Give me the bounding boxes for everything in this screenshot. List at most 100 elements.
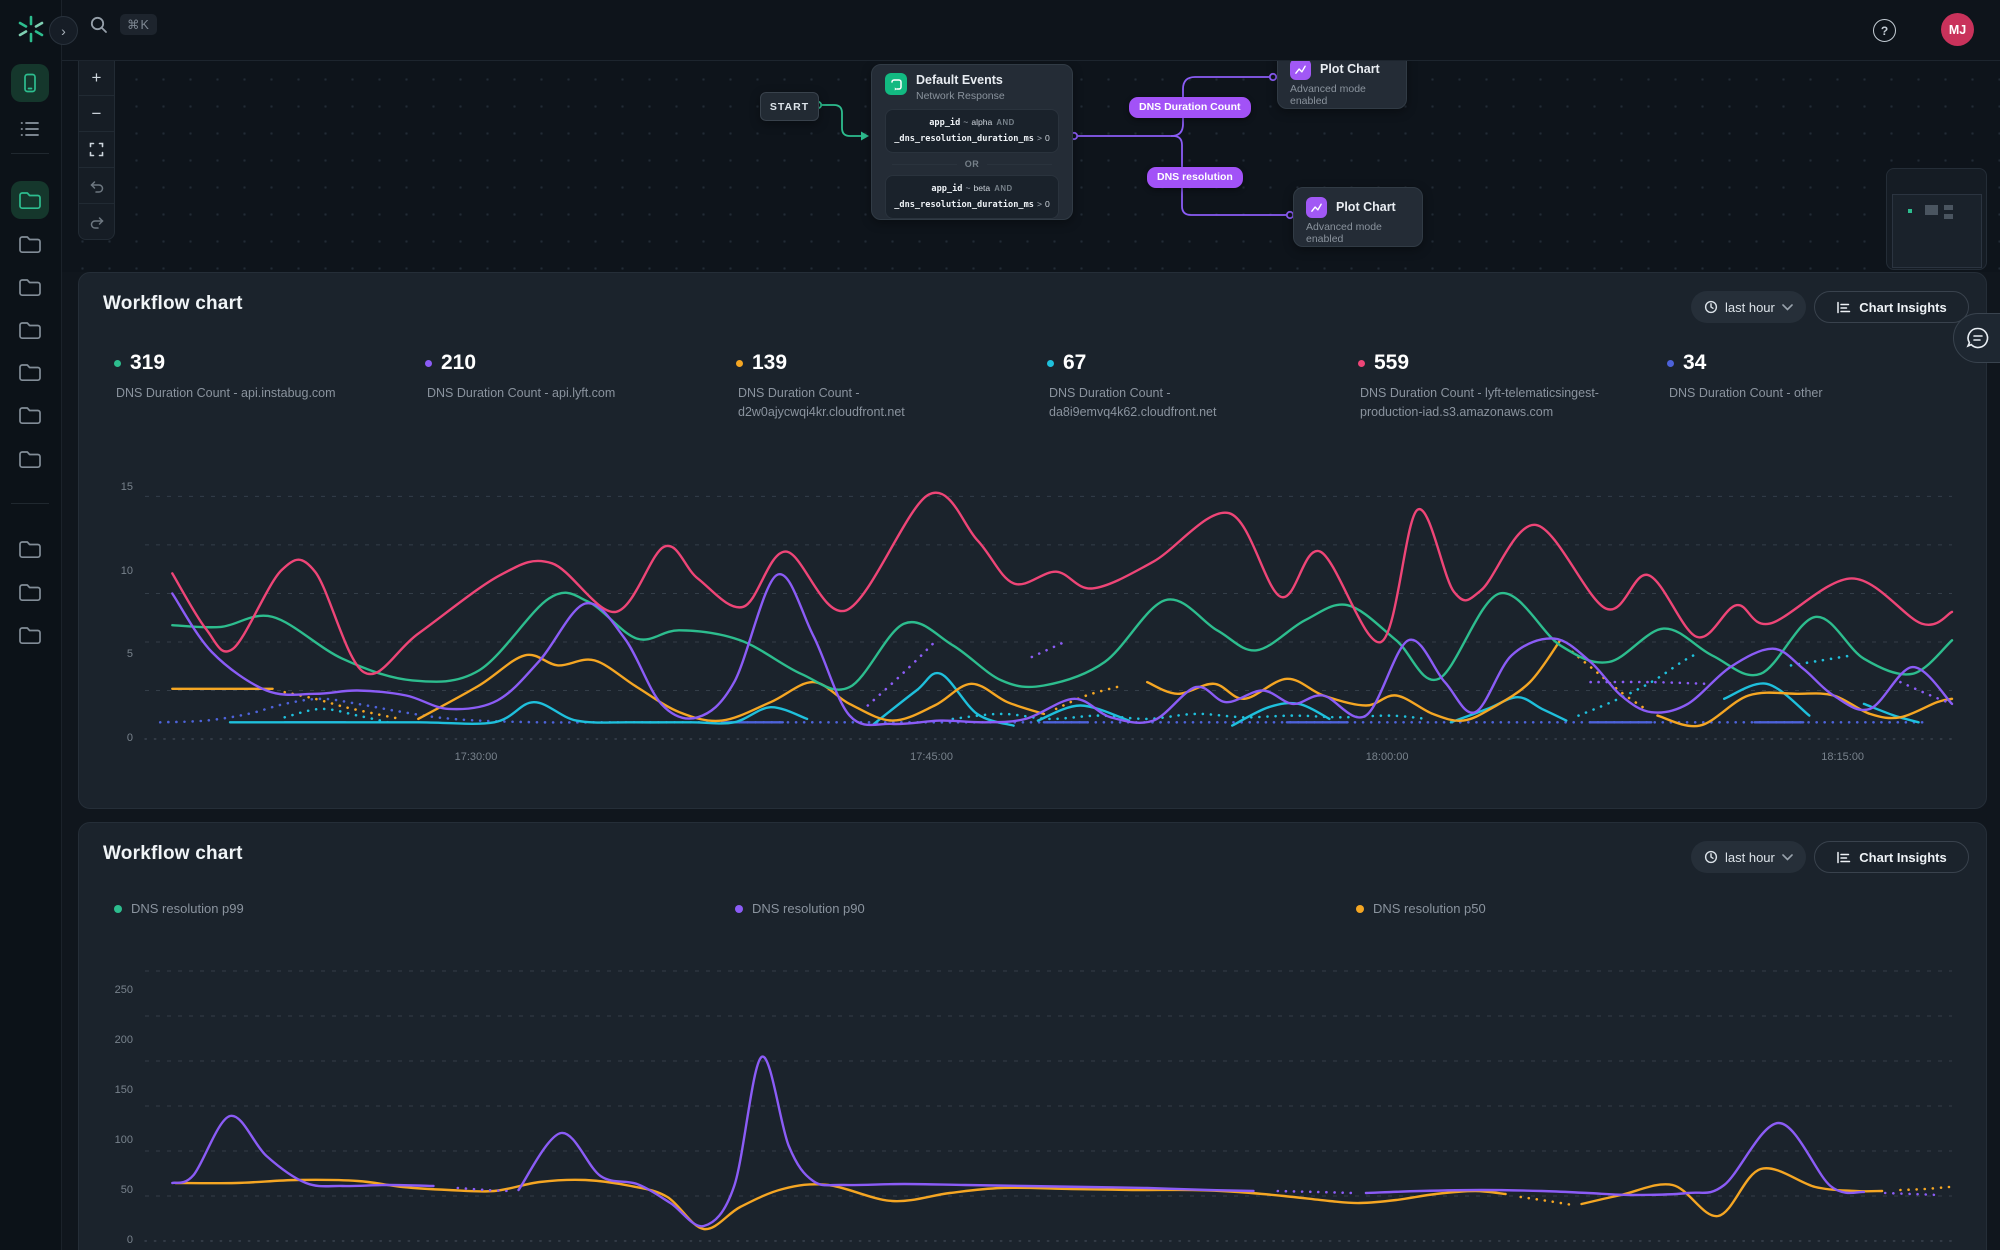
plot-chart-subtitle: Advanced mode enabled bbox=[1306, 221, 1382, 245]
sidebar-item-folder[interactable] bbox=[18, 403, 42, 427]
zoom-in-button[interactable]: + bbox=[79, 60, 114, 96]
chart-insights-label: Chart Insights bbox=[1859, 299, 1947, 315]
time-range-label: last hour bbox=[1725, 299, 1775, 315]
legend-dot bbox=[735, 904, 743, 913]
default-events-node[interactable]: Default Events Network Response app_id ~ a… bbox=[871, 64, 1073, 220]
fit-view-button[interactable] bbox=[79, 132, 114, 168]
stat-4: 559 DNS Duration Count - lyft-telematicsi… bbox=[1358, 351, 1612, 422]
start-node[interactable]: START bbox=[760, 92, 819, 121]
folder-icon bbox=[19, 406, 41, 424]
stat-label: DNS Duration Count - api.instabug.com bbox=[116, 386, 336, 400]
chat-bubble-icon bbox=[1966, 327, 1989, 349]
sidebar-item-folder[interactable] bbox=[18, 623, 42, 647]
search-shortcut-badge: ⌘K bbox=[120, 14, 157, 35]
undo-button[interactable] bbox=[79, 168, 114, 204]
sidebar-expand-button[interactable]: › bbox=[49, 16, 78, 45]
help-button[interactable]: ? bbox=[1873, 19, 1896, 42]
plot-chart-node-1[interactable]: Plot Chart Advanced mode enabled bbox=[1277, 60, 1407, 109]
folder-icon bbox=[19, 450, 41, 468]
chat-fab-button[interactable] bbox=[1953, 313, 2000, 363]
sidebar-item-list[interactable] bbox=[18, 117, 42, 141]
chart-insights-button[interactable]: Chart Insights bbox=[1814, 841, 1969, 873]
plot-chart-title: Plot Chart bbox=[1336, 200, 1396, 214]
time-range-button[interactable]: last hour bbox=[1691, 291, 1806, 323]
legend-item-1: DNS resolution p90 bbox=[735, 901, 865, 916]
sidebar-item-folder[interactable] bbox=[18, 360, 42, 384]
minimap-node bbox=[1944, 214, 1953, 219]
folder-icon bbox=[19, 235, 41, 253]
zoom-out-button[interactable]: − bbox=[79, 96, 114, 132]
stat-dot bbox=[1047, 359, 1054, 367]
sidebar-item-folder[interactable] bbox=[18, 580, 42, 604]
workflow-chart-2: 0 50 100 150 200 250 bbox=[79, 823, 1986, 1250]
legend-item-0: DNS resolution p99 bbox=[114, 901, 244, 916]
sidebar bbox=[0, 0, 62, 1250]
chart-insights-button[interactable]: Chart Insights bbox=[1814, 291, 1969, 323]
workflow-canvas[interactable]: + − START bbox=[61, 60, 2000, 272]
avatar[interactable]: MJ bbox=[1941, 13, 1974, 46]
filter-group-2[interactable]: app_id ~ beta AND _dns_resolution_duration_… bbox=[885, 175, 1059, 219]
events-node-subtitle: Network Response bbox=[916, 90, 1005, 102]
sidebar-item-folder[interactable] bbox=[11, 181, 49, 219]
y-axis-label: 0 bbox=[126, 732, 133, 744]
stat-value: 210 bbox=[441, 351, 477, 374]
chart-insights-icon bbox=[1837, 301, 1851, 313]
chevron-down-icon bbox=[1782, 853, 1793, 861]
redo-button[interactable] bbox=[79, 204, 114, 239]
stat-dot bbox=[736, 359, 743, 367]
y-axis-label: 200 bbox=[114, 1034, 133, 1046]
workflow-chart-1: 0 5 10 15 17:30:00 17:45:00 18:00:00 18:15:00 bbox=[79, 273, 1986, 808]
undo-icon bbox=[89, 180, 103, 193]
canvas-minimap[interactable] bbox=[1886, 168, 1987, 270]
stat-label: DNS Duration Count - other bbox=[1669, 386, 1823, 400]
events-node-icon bbox=[885, 73, 907, 95]
legend-label: DNS resolution p90 bbox=[752, 901, 865, 916]
search-input[interactable]: ⌘K bbox=[89, 14, 157, 35]
y-axis-label: 10 bbox=[120, 564, 133, 577]
stat-3: 67 DNS Duration Count - da8i9emvq4k62.clo… bbox=[1047, 351, 1301, 422]
sidebar-item-folder[interactable] bbox=[18, 318, 42, 342]
stat-dot bbox=[114, 359, 121, 367]
stat-dot bbox=[1358, 359, 1365, 367]
edge-badge-dns-duration-count[interactable]: DNS Duration Count bbox=[1129, 97, 1251, 118]
stat-label: DNS Duration Count - d2w0ajycwqi4kr.clou… bbox=[738, 386, 905, 419]
y-axis-label: 0 bbox=[126, 1234, 133, 1246]
plot-chart-node-2[interactable]: Plot Chart Advanced mode enabled bbox=[1293, 187, 1423, 247]
panel-title: Workflow chart bbox=[103, 293, 243, 314]
x-axis-label: 17:45:00 bbox=[910, 751, 953, 763]
app-logo-icon[interactable] bbox=[16, 14, 46, 44]
folder-icon bbox=[19, 363, 41, 381]
stat-value: 139 bbox=[752, 351, 788, 374]
folder-icon bbox=[19, 321, 41, 339]
events-node-title: Default Events bbox=[916, 73, 1003, 87]
sidebar-item-folder[interactable] bbox=[18, 447, 42, 471]
x-axis-label: 18:00:00 bbox=[1365, 751, 1409, 763]
sidebar-item-folder[interactable] bbox=[18, 232, 42, 256]
legend-label: DNS resolution p99 bbox=[131, 901, 244, 916]
plot-chart-title: Plot Chart bbox=[1320, 62, 1380, 76]
sidebar-item-folder[interactable] bbox=[18, 275, 42, 299]
edge-badge-dns-resolution[interactable]: DNS resolution bbox=[1147, 167, 1243, 188]
workflow-chart-panel-2: Workflow chart last hour Chart Insights … bbox=[78, 822, 1987, 1250]
list-icon bbox=[20, 122, 39, 136]
y-axis-label: 100 bbox=[114, 1134, 133, 1146]
clock-icon bbox=[1704, 300, 1718, 314]
x-axis-label: 18:15:00 bbox=[1821, 751, 1865, 763]
stat-value: 34 bbox=[1683, 351, 1707, 374]
sidebar-divider bbox=[11, 153, 49, 154]
folder-icon bbox=[19, 626, 41, 644]
y-axis-label: 150 bbox=[114, 1084, 133, 1096]
time-range-button[interactable]: last hour bbox=[1691, 841, 1806, 873]
sidebar-item-folder[interactable] bbox=[18, 537, 42, 561]
plot-chart-subtitle: Advanced mode enabled bbox=[1290, 83, 1366, 107]
legend-dot bbox=[114, 904, 122, 913]
redo-icon bbox=[90, 216, 104, 229]
filter-group-1[interactable]: app_id ~ alpha AND _dns_resolution_duration… bbox=[885, 109, 1059, 153]
chart-svg bbox=[144, 491, 1954, 740]
chart-insights-label: Chart Insights bbox=[1859, 849, 1947, 865]
stat-label: DNS Duration Count - lyft-telematicsinge… bbox=[1360, 386, 1599, 419]
minimap-node bbox=[1925, 205, 1938, 215]
sidebar-item-device[interactable] bbox=[11, 64, 49, 102]
fullscreen-icon bbox=[89, 142, 104, 157]
